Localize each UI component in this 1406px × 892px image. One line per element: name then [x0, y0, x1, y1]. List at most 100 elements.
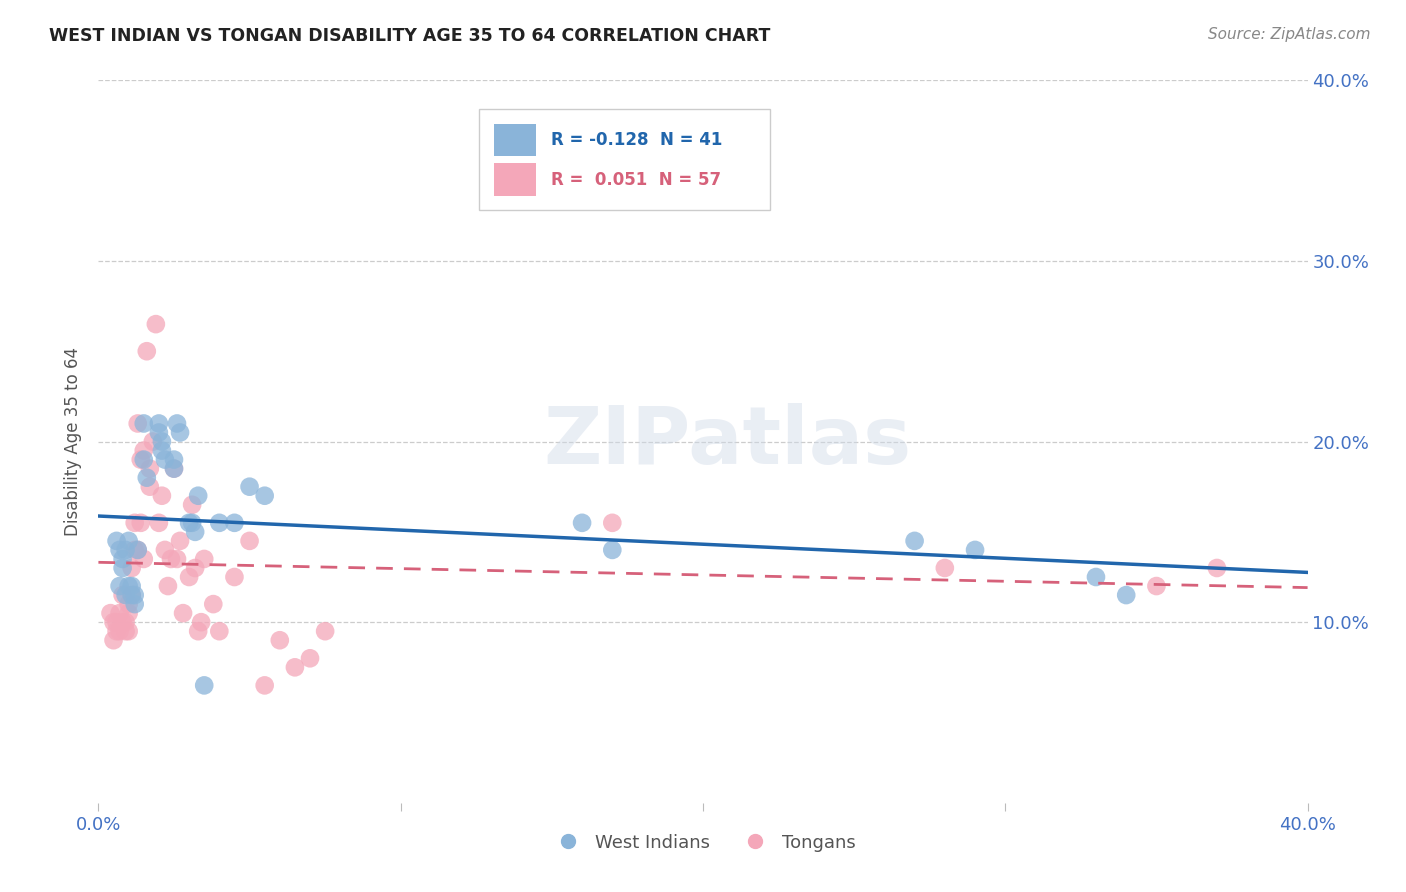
- Point: [111, 588, 134, 602]
- Point: [314, 624, 336, 639]
- Point: [118, 597, 141, 611]
- Point: [127, 417, 149, 431]
- Point: [148, 425, 170, 440]
- Point: [965, 542, 987, 557]
- Point: [114, 615, 136, 630]
- Legend: West Indians, Tongans: West Indians, Tongans: [543, 826, 863, 859]
- Point: [124, 597, 146, 611]
- Point: [108, 579, 131, 593]
- Point: [108, 624, 131, 639]
- Point: [121, 561, 143, 575]
- Point: [105, 615, 128, 630]
- Point: [239, 533, 262, 548]
- Point: [181, 498, 204, 512]
- Bar: [479, 109, 769, 211]
- Point: [129, 516, 152, 530]
- Point: [132, 443, 155, 458]
- Text: WEST INDIAN VS TONGAN DISABILITY AGE 35 TO 64 CORRELATION CHART: WEST INDIAN VS TONGAN DISABILITY AGE 35 …: [49, 27, 770, 45]
- Point: [132, 552, 155, 566]
- Point: [169, 533, 191, 548]
- Point: [269, 633, 291, 648]
- Point: [202, 597, 225, 611]
- Point: [118, 624, 141, 639]
- Point: [132, 452, 155, 467]
- Point: [1085, 570, 1108, 584]
- Point: [1144, 579, 1167, 593]
- Point: [111, 552, 134, 566]
- Point: [127, 542, 149, 557]
- Point: [224, 570, 246, 584]
- Point: [169, 425, 191, 440]
- Point: [127, 542, 149, 557]
- Point: [124, 542, 146, 557]
- Point: [139, 480, 162, 494]
- Point: [118, 579, 141, 593]
- Point: [150, 489, 173, 503]
- Point: [181, 516, 204, 530]
- Bar: [494, 124, 536, 156]
- Point: [284, 660, 307, 674]
- Text: ZIPatlas: ZIPatlas: [543, 402, 911, 481]
- Point: [571, 516, 593, 530]
- Point: [105, 533, 128, 548]
- Point: [135, 344, 157, 359]
- Point: [166, 552, 188, 566]
- Point: [108, 542, 131, 557]
- Y-axis label: Disability Age 35 to 64: Disability Age 35 to 64: [65, 347, 83, 536]
- Point: [190, 615, 212, 630]
- Point: [299, 651, 322, 665]
- Text: R = -0.128  N = 41: R = -0.128 N = 41: [551, 131, 723, 149]
- Point: [148, 516, 170, 530]
- Point: [193, 678, 215, 692]
- Point: [208, 624, 231, 639]
- Point: [184, 561, 207, 575]
- Point: [193, 552, 215, 566]
- Point: [142, 434, 165, 449]
- Point: [124, 516, 146, 530]
- Point: [163, 461, 186, 475]
- Point: [602, 516, 624, 530]
- Point: [121, 588, 143, 602]
- Point: [105, 624, 128, 639]
- Point: [187, 489, 209, 503]
- Point: [163, 461, 186, 475]
- Point: [1115, 588, 1137, 602]
- Point: [904, 533, 927, 548]
- Point: [129, 452, 152, 467]
- Point: [160, 552, 183, 566]
- Point: [108, 606, 131, 620]
- Point: [208, 516, 231, 530]
- Point: [135, 471, 157, 485]
- Point: [100, 606, 122, 620]
- Point: [124, 588, 146, 602]
- Point: [121, 579, 143, 593]
- Point: [934, 561, 956, 575]
- Point: [118, 533, 141, 548]
- Point: [163, 452, 186, 467]
- Point: [145, 317, 167, 331]
- Point: [153, 542, 176, 557]
- Point: [1206, 561, 1229, 575]
- Point: [111, 615, 134, 630]
- Point: [166, 417, 188, 431]
- Point: [148, 417, 170, 431]
- Point: [121, 588, 143, 602]
- Point: [156, 579, 179, 593]
- Text: R =  0.051  N = 57: R = 0.051 N = 57: [551, 170, 721, 188]
- Point: [184, 524, 207, 539]
- Point: [139, 461, 162, 475]
- Point: [239, 480, 262, 494]
- Bar: [494, 163, 536, 196]
- Point: [111, 561, 134, 575]
- Point: [179, 516, 201, 530]
- Point: [253, 678, 276, 692]
- Point: [114, 542, 136, 557]
- Point: [118, 606, 141, 620]
- Point: [114, 588, 136, 602]
- Point: [132, 417, 155, 431]
- Point: [150, 434, 173, 449]
- Point: [224, 516, 246, 530]
- Point: [179, 570, 201, 584]
- Point: [602, 542, 624, 557]
- Point: [150, 443, 173, 458]
